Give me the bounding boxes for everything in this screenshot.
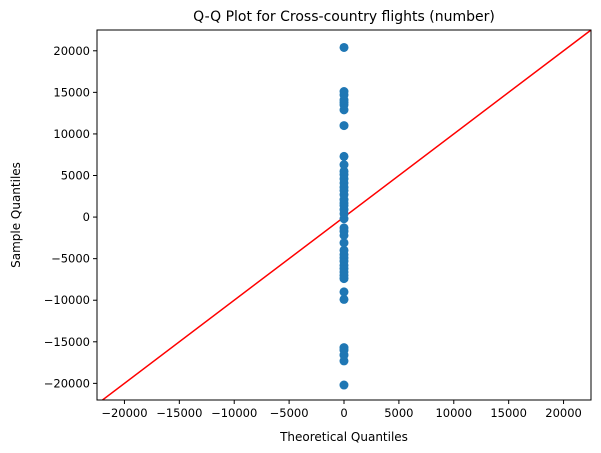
x-tick-label: −15000: [156, 406, 202, 420]
y-tick-label: 0: [83, 210, 90, 224]
y-tick-label: −5000: [51, 252, 90, 266]
x-tick-label: 0: [340, 406, 347, 420]
data-point: [339, 42, 349, 52]
data-point: [339, 238, 349, 248]
data-point: [339, 223, 349, 233]
y-tick-label: 10000: [53, 127, 90, 141]
y-tick-label: −15000: [44, 335, 90, 349]
y-tick-label: −20000: [44, 376, 90, 390]
chart-title: Q-Q Plot for Cross-country flights (numb…: [193, 9, 495, 25]
x-tick-label: −5000: [270, 406, 309, 420]
x-tick-label: 15000: [490, 406, 527, 420]
x-tick-label: 10000: [435, 406, 472, 420]
data-point: [339, 151, 349, 161]
data-point: [339, 380, 349, 390]
data-point: [339, 160, 349, 170]
data-point: [339, 245, 349, 255]
y-tick-label: 20000: [53, 44, 90, 58]
x-tick-label: −10000: [211, 406, 257, 420]
x-axis-label: Theoretical Quantiles: [279, 430, 408, 444]
data-point: [339, 121, 349, 131]
data-point: [339, 343, 349, 353]
data-point: [339, 294, 349, 304]
x-tick-label: 5000: [384, 406, 413, 420]
y-axis-label: Sample Quantiles: [9, 162, 23, 268]
data-point: [339, 166, 349, 176]
x-tick-label: −20000: [101, 406, 147, 420]
data-point: [339, 287, 349, 297]
y-tick-label: 5000: [61, 169, 90, 183]
x-tick-label: 20000: [545, 406, 582, 420]
data-point: [339, 87, 349, 97]
y-tick-label: −10000: [44, 293, 90, 307]
y-tick-label: 15000: [53, 85, 90, 99]
